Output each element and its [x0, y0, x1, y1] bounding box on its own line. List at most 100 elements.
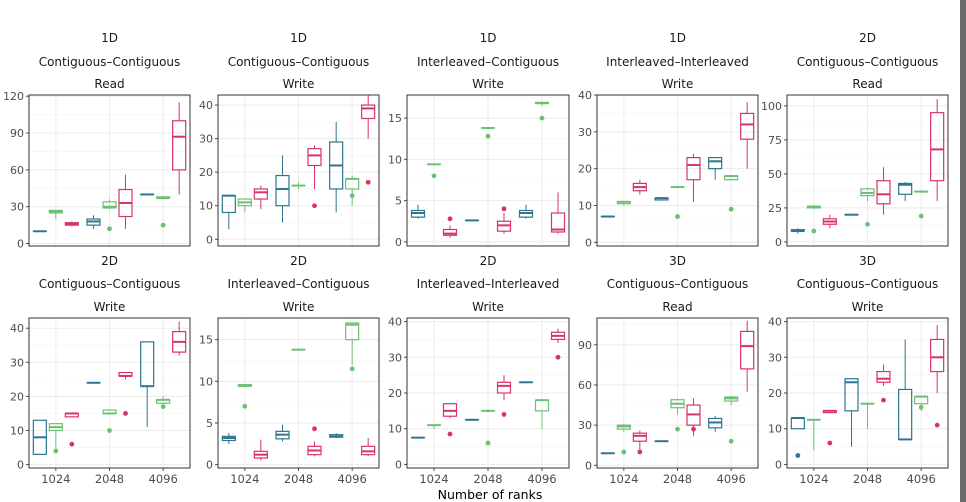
chart-panel: 3D Contiguous–Contiguous Read 0 30 60 90 1024 20…: [578, 254, 759, 486]
x-tick-label: 2048: [663, 472, 692, 486]
box-pink: [307, 426, 322, 457]
y-tick-label: 10: [388, 423, 402, 436]
box-pink: [64, 412, 79, 447]
outlier-point: [728, 438, 734, 444]
box-blue: [329, 121, 344, 213]
outlier-point: [242, 403, 248, 409]
panel-title-line: Read: [852, 77, 882, 91]
outlier-point: [160, 404, 166, 410]
box-green: [670, 186, 685, 219]
panel-frame: [217, 317, 380, 469]
box-body: [930, 112, 945, 182]
panel-frame: [406, 94, 570, 247]
box-body: [930, 338, 945, 373]
panel-title-line: 3D: [669, 254, 686, 268]
outlier-point: [501, 412, 507, 417]
panel-title-line: Write: [283, 77, 315, 91]
box-blue: [221, 194, 236, 230]
chart-panel: 3D Contiguous–Contiguous Write 0 10 20 30 40 102…: [768, 254, 949, 486]
outlier-point: [621, 449, 627, 455]
box-body: [740, 330, 755, 370]
y-tick-label: 25: [768, 202, 782, 215]
panel-title-line: Contiguous–Contiguous: [39, 55, 181, 69]
y-tick-label: 40: [768, 316, 782, 329]
box-body: [253, 188, 268, 200]
box-blue: [898, 339, 913, 441]
y-tick-label: 40: [199, 99, 213, 112]
outlier-point: [728, 206, 734, 212]
box-pink: [930, 325, 945, 428]
y-tick-label: 5: [395, 195, 402, 208]
outlier-point: [934, 422, 940, 428]
box-body: [307, 148, 322, 167]
chart-panel: 2D Interleaved–Contiguous Write 0 5 10 15 1024 2…: [199, 254, 380, 486]
panel-title-line: Write: [472, 77, 504, 91]
panel-title-line: 1D: [290, 31, 307, 45]
box-blue: [518, 204, 534, 219]
y-tick-label: 0: [585, 236, 592, 249]
chart-panel: 1D Interleaved–Interleaved Write 0 10 20 30 40: [578, 31, 759, 249]
panel-title-line: Write: [662, 77, 694, 91]
box-blue: [898, 182, 913, 202]
x-tick-label: 4096: [717, 472, 746, 486]
panel-title-line: 2D: [290, 254, 307, 268]
box-blue: [410, 204, 426, 219]
panel-title-line: Read: [662, 300, 692, 314]
box-blue: [32, 419, 47, 455]
panel-title-line: Interleaved–Contiguous: [417, 55, 559, 69]
x-tick-label: 4096: [527, 472, 556, 486]
x-tick-label: 2048: [853, 472, 882, 486]
outlier-point: [918, 404, 924, 410]
y-tick-label: 0: [17, 459, 24, 472]
box-pink: [253, 185, 268, 210]
x-tick-label: 4096: [149, 472, 178, 486]
box-body: [361, 104, 376, 120]
box-pink: [496, 206, 512, 234]
box-pink: [64, 221, 79, 227]
box-green: [724, 395, 739, 444]
panel-title-line: Write: [283, 300, 315, 314]
y-tick-label: 10: [199, 200, 213, 213]
box-green: [291, 182, 306, 189]
box-pink: [172, 321, 187, 356]
box-green: [237, 383, 252, 409]
panel-frame: [217, 94, 380, 247]
outlier-point: [691, 426, 696, 432]
outlier-point: [501, 206, 507, 212]
y-tick-label: 0: [17, 238, 24, 251]
window-edge: [960, 0, 966, 502]
box-pink: [550, 192, 566, 234]
y-tick-label: 0: [585, 459, 592, 472]
outlier-point: [123, 411, 128, 416]
y-tick-label: 40: [388, 316, 402, 329]
outlier-point: [675, 214, 680, 219]
box-body: [275, 174, 290, 207]
box-green: [48, 209, 63, 219]
x-tick-label: 1024: [230, 472, 259, 486]
box-blue: [275, 424, 290, 442]
panel-title-line: Write: [94, 300, 126, 314]
y-tick-label: 40: [578, 89, 592, 102]
y-tick-label: 10: [768, 423, 782, 436]
y-tick-label: 40: [10, 322, 24, 335]
y-tick-label: 10: [199, 375, 213, 388]
chart-panel: 1D Contiguous–Contiguous Read 0 30 60 90 120: [3, 31, 191, 251]
y-tick-label: 20: [768, 387, 782, 400]
box-green: [426, 424, 442, 429]
y-tick-label: 60: [578, 379, 592, 392]
x-tick-label: 2048: [95, 472, 124, 486]
y-tick-label: 0: [775, 236, 782, 249]
box-green: [345, 175, 360, 206]
panel-frame: [28, 317, 191, 469]
panel-title-line: 2D: [480, 254, 497, 268]
panel-title-line: Contiguous–Contiguous: [39, 277, 181, 291]
panel-title-line: 1D: [480, 31, 497, 45]
box-pink: [118, 371, 133, 416]
cropped-top-strip: [0, 0, 966, 8]
box-green: [860, 187, 875, 227]
box-pink: [876, 364, 891, 403]
x-tick-label: 1024: [419, 472, 448, 486]
box-blue: [86, 215, 101, 229]
box-blue: [329, 433, 344, 438]
